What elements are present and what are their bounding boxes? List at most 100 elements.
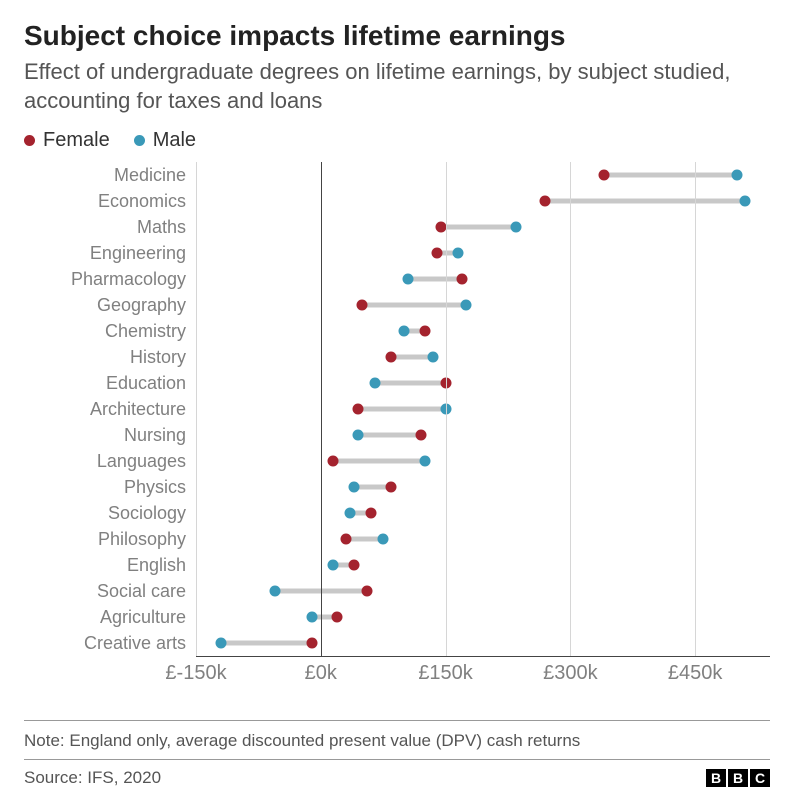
dot-female [365,508,376,519]
row-plot [196,474,770,500]
row-plot [196,292,770,318]
row-plot [196,240,770,266]
legend-label-female: Female [43,129,110,152]
chart-row: Social care [24,578,770,604]
bbc-c: C [750,769,770,787]
dot-male [511,222,522,233]
connector [408,277,462,282]
connector [358,433,420,438]
row-plot [196,630,770,656]
row-plot [196,214,770,240]
row-label: Education [24,373,196,394]
row-plot [196,604,770,630]
chart-row: Languages [24,448,770,474]
dot-female [415,430,426,441]
row-plot [196,552,770,578]
dot-male [349,482,360,493]
connector [604,173,737,178]
legend-item-female: Female [24,129,110,152]
row-plot [196,188,770,214]
chart-source: Source: IFS, 2020 [24,768,161,788]
row-label: Medicine [24,165,196,186]
connector [333,459,425,464]
legend-dot-male [134,135,145,146]
row-plot [196,162,770,188]
dot-male [731,170,742,181]
row-plot [196,526,770,552]
row-plot [196,370,770,396]
row-label: History [24,347,196,368]
dot-male [428,352,439,363]
connector [221,641,313,646]
chart-row: Agriculture [24,604,770,630]
row-label: Philosophy [24,529,196,550]
dot-male [461,300,472,311]
bbc-logo: B B C [706,769,770,787]
chart-row: Economics [24,188,770,214]
row-label: Engineering [24,243,196,264]
row-plot [196,500,770,526]
chart-row: Engineering [24,240,770,266]
legend-dot-female [24,135,35,146]
chart-title: Subject choice impacts lifetime earnings [24,20,770,52]
row-plot [196,318,770,344]
row-plot [196,578,770,604]
dot-male [440,404,451,415]
dot-female [386,352,397,363]
dot-female [432,248,443,259]
row-plot [196,448,770,474]
connector [275,589,367,594]
dot-male [328,560,339,571]
row-label: Geography [24,295,196,316]
row-label: Agriculture [24,607,196,628]
connector [358,407,445,412]
row-plot [196,396,770,422]
dot-female [540,196,551,207]
chart-row: Medicine [24,162,770,188]
dot-female [328,456,339,467]
row-plot [196,344,770,370]
chart-note: Note: England only, average discounted p… [24,731,770,751]
x-tick-label: £0k [305,662,337,685]
row-plot [196,266,770,292]
legend: Female Male [24,129,770,152]
x-tick-label: £150k [418,662,473,685]
dot-male [270,586,281,597]
dot-male [215,638,226,649]
connector [545,199,745,204]
chart-subtitle: Effect of undergraduate degrees on lifet… [24,58,770,115]
chart-row: Creative arts [24,630,770,656]
chart-row: Chemistry [24,318,770,344]
dot-female [353,404,364,415]
connector [375,381,446,386]
chart-row: English [24,552,770,578]
row-label: Pharmacology [24,269,196,290]
row-plot [196,422,770,448]
dot-male [398,326,409,337]
row-label: Creative arts [24,633,196,654]
chart-row: Education [24,370,770,396]
x-tick-label: £450k [668,662,723,685]
row-label: Maths [24,217,196,238]
dot-female [349,560,360,571]
chart-row: Nursing [24,422,770,448]
dot-female [440,378,451,389]
dot-male [378,534,389,545]
chart: MedicineEconomics Maths Engineering Pharmac… [24,162,770,684]
dot-male [369,378,380,389]
dot-male [403,274,414,285]
dot-male [453,248,464,259]
chart-row: Architecture [24,396,770,422]
row-label: Social care [24,581,196,602]
bbc-b1: B [706,769,726,787]
x-tick-label: £300k [543,662,598,685]
chart-row: History [24,344,770,370]
row-label: Chemistry [24,321,196,342]
chart-row: Pharmacology [24,266,770,292]
dot-male [344,508,355,519]
connector [362,303,466,308]
row-label: Languages [24,451,196,472]
dot-female [419,326,430,337]
chart-row: Philosophy [24,526,770,552]
dot-male [419,456,430,467]
